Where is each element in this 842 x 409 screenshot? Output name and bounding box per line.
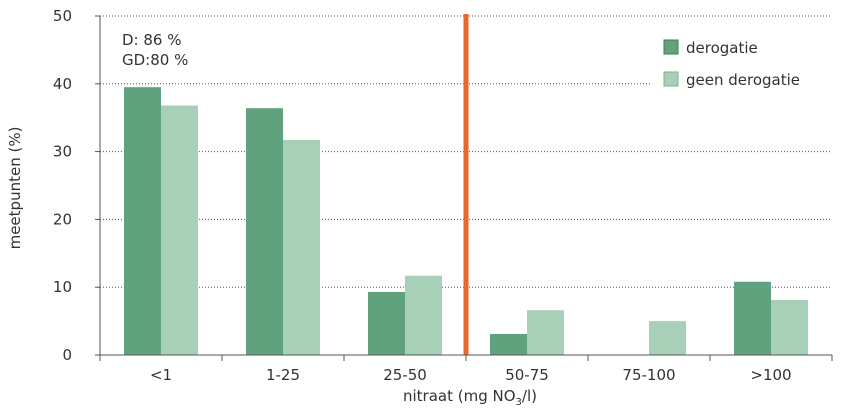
y-tick-label-20: 20 [53,210,72,228]
x-axis-label-subscript: 3 [516,397,522,408]
x-tick-label-2: 25-50 [383,366,427,384]
bar-derogatie-0 [124,87,161,355]
bar-derogatie-2 [368,291,405,355]
y-tick-label-0: 0 [62,346,72,364]
legend-box [652,30,832,96]
legend-label-derogatie: derogatie [686,39,758,57]
x-tick-label-1: 1-25 [266,366,300,384]
x-axis-label-main: nitraat (mg NO [403,387,516,405]
x-tick-label-4: 75-100 [622,366,675,384]
legend-swatch-geen-derogatie [663,71,679,87]
y-tick-labels: 0 10 20 30 40 50 [53,7,72,364]
axes [95,15,833,361]
bar-geen-derogatie-3 [527,310,564,355]
x-tick-label-5: >100 [750,366,791,384]
annotation-d: D: 86 % [122,31,181,49]
bars [124,87,808,355]
bar-geen-derogatie-1 [283,140,320,355]
bar-geen-derogatie-4 [649,321,686,355]
y-tick-label-10: 10 [53,278,72,296]
x-tick-labels: <1 1-25 25-50 50-75 75-100 >100 [150,366,792,384]
y-tick-label-50: 50 [53,7,72,25]
x-axis-label-end: /l) [522,387,537,405]
bar-geen-derogatie-5 [771,300,808,355]
annotation-gd: GD:80 % [122,51,188,69]
bar-derogatie-5 [734,281,771,355]
legend-label-geen-derogatie: geen derogatie [686,71,800,89]
x-tick-label-0: <1 [150,366,172,384]
bar-geen-derogatie-0 [161,105,198,355]
legend: derogatie geen derogatie [652,30,832,96]
x-axis-label: nitraat (mg NO3/l) [403,387,537,408]
bar-derogatie-1 [246,108,283,355]
bar-derogatie-3 [490,333,527,355]
y-axis-label: meetpunten (%) [6,127,24,250]
y-tick-label-30: 30 [53,143,72,161]
bar-geen-derogatie-2 [405,275,442,355]
legend-swatch-derogatie [663,39,679,55]
x-tick-label-3: 50-75 [505,366,549,384]
y-tick-label-40: 40 [53,75,72,93]
